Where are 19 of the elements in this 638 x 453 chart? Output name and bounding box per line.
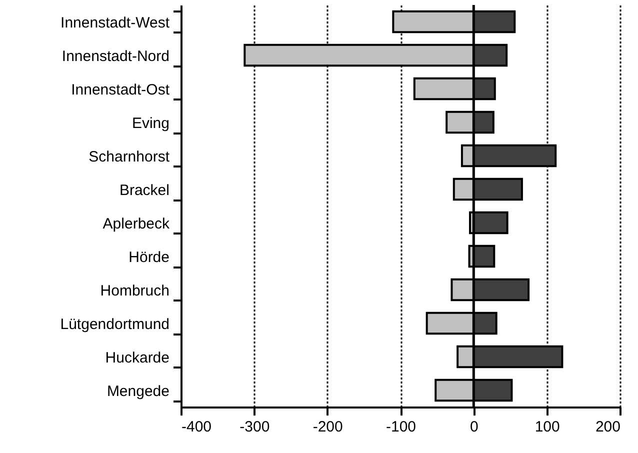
y-tick-label: Hörde: [128, 248, 170, 266]
x-tick-label: 0: [470, 418, 478, 436]
y-tick-label: Aplerbeck: [102, 215, 170, 232]
y-tick-label: Mengede: [106, 382, 170, 400]
x-tick-label: -100: [386, 418, 416, 436]
x-tick-label: -200: [312, 418, 343, 436]
y-tick-label: Hombruch: [100, 282, 170, 300]
y-tick-label: Brackel: [119, 182, 170, 199]
x-tick-label: -300: [240, 418, 270, 436]
y-tick-label: Lütgendortmund: [60, 316, 170, 333]
y-tick-label: Huckarde: [105, 349, 170, 366]
y-tick-label: Eving: [132, 114, 170, 132]
x-tick-label: 100: [534, 418, 560, 436]
x-tick-label: -400: [182, 418, 212, 436]
y-tick-label: Scharnhorst: [88, 148, 170, 166]
y-tick-label: Innenstadt-Nord: [62, 48, 170, 65]
x-tick-label: 200: [595, 418, 620, 436]
y-tick-label: Innenstadt-West: [60, 14, 170, 32]
y-tick-label: Innenstadt-Ost: [71, 81, 170, 98]
